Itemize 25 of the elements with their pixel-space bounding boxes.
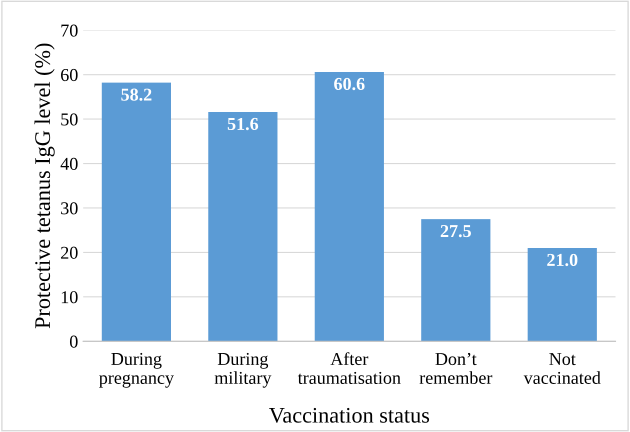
data-label: 51.6 (228, 118, 258, 130)
data-label: 27.5 (440, 224, 471, 238)
data-label: 60.6 (334, 78, 365, 90)
x-axis-title: Vaccination status (269, 408, 430, 423)
y-tick-label: 10 (62, 291, 78, 304)
x-tick-label: During pregnancy (99, 352, 174, 388)
data-label: 21.0 (547, 254, 578, 266)
y-tick-label: 40 (60, 158, 78, 170)
x-tick-label: Not vaccinated (524, 353, 601, 384)
y-tick-label: 50 (61, 113, 78, 126)
y-tick-label: 70 (61, 24, 78, 37)
y-tick-label: 30 (61, 202, 78, 214)
y-axis-title: Protective tetanus IgG level (%) (34, 44, 55, 328)
bar (208, 112, 278, 342)
bar (102, 82, 171, 342)
x-tick-label: After traumatisation (298, 352, 401, 384)
y-tick-label: 60 (61, 68, 78, 82)
data-label: 58.2 (121, 88, 152, 101)
x-tick-label: During military (214, 352, 272, 388)
bar (421, 219, 490, 342)
bar (314, 72, 384, 342)
bar (528, 248, 597, 342)
x-tick-label: Don’t remember (420, 352, 492, 384)
y-tick-label: 20 (61, 246, 78, 259)
y-tick-label: 0 (70, 336, 78, 348)
